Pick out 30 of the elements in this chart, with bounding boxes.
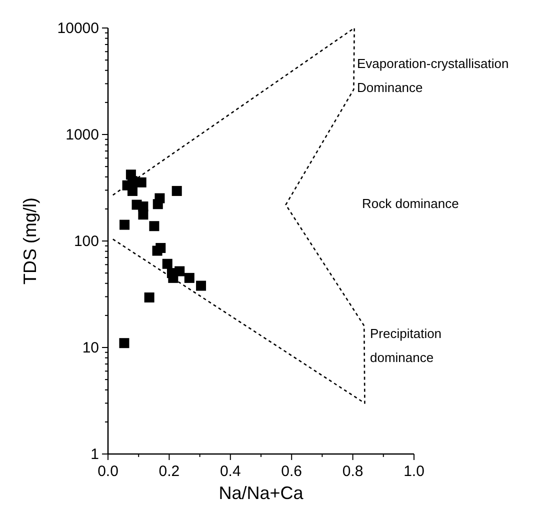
- x-axis-title: Na/Na+Ca: [218, 483, 304, 503]
- point: [144, 292, 154, 302]
- x-tick-label: 0.6: [281, 463, 302, 480]
- point: [172, 186, 182, 196]
- point: [127, 186, 138, 196]
- annotation: Rock dominance: [362, 196, 459, 211]
- point: [152, 246, 162, 256]
- point: [149, 221, 160, 232]
- x-tick-label: 1.0: [404, 463, 424, 480]
- point: [138, 210, 148, 220]
- y-tick-label: 100: [74, 233, 99, 250]
- y-axis-title: TDS (mg/l): [20, 198, 40, 284]
- y-tick-label: 10000: [57, 20, 99, 37]
- annotation: Evaporation-crystallisation Dominance: [357, 56, 509, 95]
- point: [196, 280, 206, 291]
- y-tick-label: 10: [82, 340, 99, 356]
- y-tick-label: 1000: [66, 126, 99, 144]
- x-tick-label: 0.4: [220, 463, 241, 480]
- point: [120, 220, 130, 230]
- point: [119, 338, 130, 348]
- x-tick-label: 0.0: [98, 463, 118, 480]
- x-tick-label: 0.8: [342, 463, 364, 480]
- point: [162, 258, 172, 269]
- point: [136, 177, 146, 188]
- point: [174, 266, 185, 276]
- annotation: Precipitation dominance: [370, 326, 442, 365]
- point: [152, 199, 163, 210]
- x-tick-label: 0.2: [158, 463, 180, 480]
- y-tick-label: 1: [90, 446, 99, 463]
- point: [184, 272, 194, 283]
